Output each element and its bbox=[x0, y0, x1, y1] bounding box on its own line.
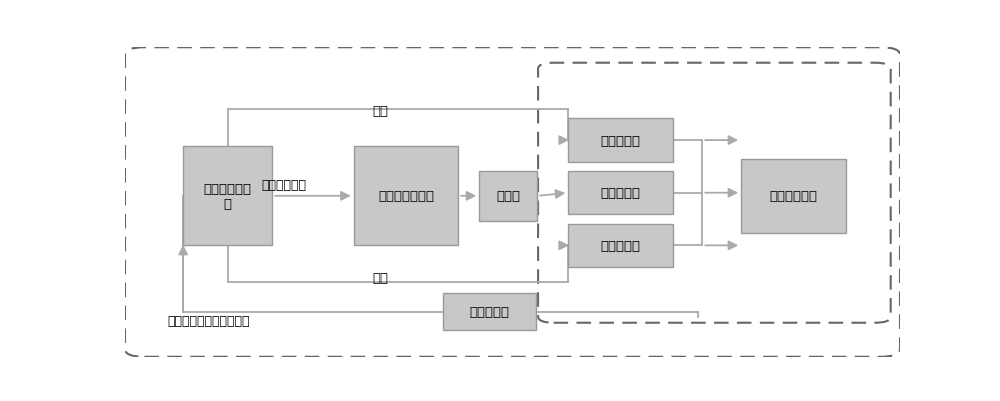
FancyBboxPatch shape bbox=[183, 147, 272, 246]
Text: 纤维素和木质素: 纤维素和木质素 bbox=[378, 190, 434, 203]
FancyBboxPatch shape bbox=[568, 224, 673, 267]
FancyBboxPatch shape bbox=[479, 172, 537, 221]
Text: 回收、再生: 回收、再生 bbox=[469, 306, 509, 319]
Text: 生物碳正极: 生物碳正极 bbox=[601, 134, 641, 147]
Text: 碳化: 碳化 bbox=[373, 105, 389, 118]
Text: 锌离子电容器: 锌离子电容器 bbox=[769, 190, 817, 203]
Text: 城市梧桐树落
叶: 城市梧桐树落 叶 bbox=[204, 182, 252, 210]
Text: 纤维素和木质素回收碳化: 纤维素和木质素回收碳化 bbox=[168, 314, 250, 327]
FancyBboxPatch shape bbox=[354, 147, 458, 246]
FancyBboxPatch shape bbox=[568, 172, 673, 215]
FancyBboxPatch shape bbox=[568, 119, 673, 162]
Text: 硫酸锌: 硫酸锌 bbox=[496, 190, 520, 203]
Text: 凝胶电解质: 凝胶电解质 bbox=[601, 187, 641, 200]
Text: 生物碳负极: 生物碳负极 bbox=[601, 239, 641, 252]
Text: 碳化: 碳化 bbox=[373, 271, 389, 285]
FancyBboxPatch shape bbox=[443, 294, 536, 331]
Text: 预处理和提取: 预处理和提取 bbox=[261, 179, 306, 192]
FancyBboxPatch shape bbox=[741, 159, 846, 233]
